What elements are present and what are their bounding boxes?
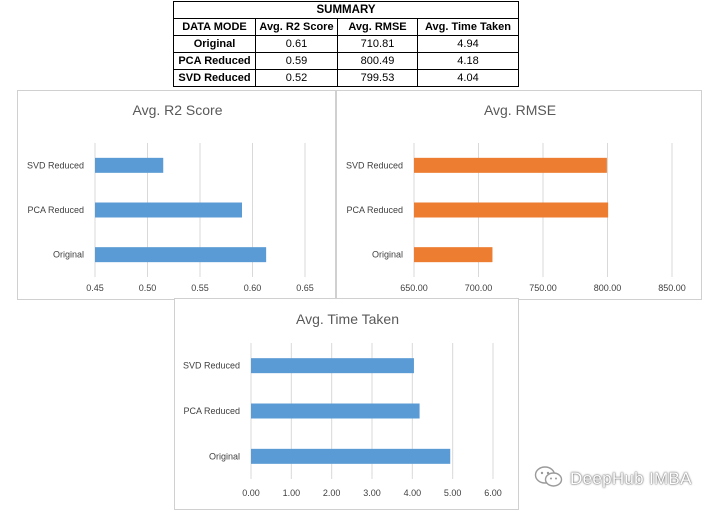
x-tick-label: 650.00 <box>400 283 428 293</box>
time-taken-chart: Avg. Time Taken 0.00 1.00 2.00 3.00 4.00 5.00 6… <box>174 298 519 510</box>
r2-score-chart: Avg. R2 Score 0.45 0.50 0.55 0.60 0.65 SVD Red… <box>17 90 336 300</box>
table-cell: 0.61 <box>255 35 338 53</box>
x-tick-label: 4.00 <box>404 488 422 498</box>
table-row: SVD Reduced 0.52 799.53 4.04 <box>173 69 519 87</box>
bar-original <box>95 247 267 263</box>
bar-pca-reduced <box>414 202 609 218</box>
x-tick-label: 700.00 <box>465 283 493 293</box>
table-cell: 0.59 <box>255 52 338 70</box>
watermark: DeepHub IMBA <box>534 465 692 494</box>
table-cell: 4.94 <box>417 35 519 53</box>
category-label: SVD Reduced <box>27 160 84 170</box>
x-tick-label: 1.00 <box>283 488 301 498</box>
x-tick-label: 0.45 <box>86 283 104 293</box>
table-cell: 4.18 <box>417 52 519 70</box>
column-header: Avg. Time Taken <box>417 18 519 36</box>
category-label: PCA Reduced <box>346 205 403 215</box>
bar-original <box>414 247 493 263</box>
r2-score-chart-svg: Avg. R2 Score 0.45 0.50 0.55 0.60 0.65 SVD Red… <box>27 102 314 293</box>
column-header: Avg. RMSE <box>337 18 418 36</box>
time-taken-chart-svg: Avg. Time Taken 0.00 1.00 2.00 3.00 4.00 5.00 6… <box>183 311 502 498</box>
x-tick-label: 2.00 <box>323 488 341 498</box>
x-tick-label: 0.65 <box>296 283 314 293</box>
category-label: PCA Reduced <box>183 406 240 416</box>
wechat-icon <box>534 465 564 494</box>
category-label: Original <box>372 250 403 260</box>
table-row: PCA Reduced 0.59 800.49 4.18 <box>173 52 519 70</box>
category-label: SVD Reduced <box>346 160 403 170</box>
x-tick-label: 3.00 <box>363 488 381 498</box>
x-tick-label: 800.00 <box>594 283 622 293</box>
chart-title: Avg. Time Taken <box>296 311 399 327</box>
watermark-text: DeepHub IMBA <box>570 469 692 488</box>
rmse-chart-svg: Avg. RMSE 650.00 700.00 750.00 800.00 850.00 S… <box>346 102 686 293</box>
rmse-chart: Avg. RMSE 650.00 700.00 750.00 800.00 850.00 S… <box>336 90 702 300</box>
x-tick-label: 0.00 <box>242 488 260 498</box>
summary-title: SUMMARY <box>173 1 519 19</box>
category-label: Original <box>53 250 84 260</box>
chart-title: Avg. R2 Score <box>132 102 222 118</box>
x-tick-label: 750.00 <box>529 283 557 293</box>
row-label: SVD Reduced <box>173 69 256 87</box>
column-header: DATA MODE <box>173 18 256 36</box>
category-label: SVD Reduced <box>183 361 240 371</box>
category-label: Original <box>209 451 240 461</box>
table-row: Original 0.61 710.81 4.94 <box>173 35 519 53</box>
x-tick-label: 0.50 <box>139 283 157 293</box>
bar-original <box>251 448 451 464</box>
table-cell: 4.04 <box>417 69 519 87</box>
x-tick-label: 0.55 <box>191 283 209 293</box>
x-tick-label: 5.00 <box>444 488 462 498</box>
row-label: Original <box>173 35 256 53</box>
table-cell: 799.53 <box>337 69 418 87</box>
x-tick-label: 0.60 <box>244 283 262 293</box>
bar-pca-reduced <box>95 202 242 218</box>
category-label: PCA Reduced <box>27 205 84 215</box>
summary-header-row: DATA MODE Avg. R2 Score Avg. RMSE Avg. T… <box>173 18 519 36</box>
bar-pca-reduced <box>251 403 420 419</box>
summary-table: SUMMARY DATA MODE Avg. R2 Score Avg. RMS… <box>173 1 519 87</box>
x-tick-label: 6.00 <box>484 488 502 498</box>
table-cell: 0.52 <box>255 69 338 87</box>
bar-svd-reduced <box>414 157 607 173</box>
row-label: PCA Reduced <box>173 52 256 70</box>
x-tick-label: 850.00 <box>658 283 686 293</box>
bar-svd-reduced <box>251 358 414 374</box>
table-cell: 800.49 <box>337 52 418 70</box>
column-header: Avg. R2 Score <box>255 18 338 36</box>
bar-svd-reduced <box>95 157 164 173</box>
chart-title: Avg. RMSE <box>484 102 556 118</box>
table-cell: 710.81 <box>337 35 418 53</box>
summary-title-row: SUMMARY <box>173 1 519 19</box>
